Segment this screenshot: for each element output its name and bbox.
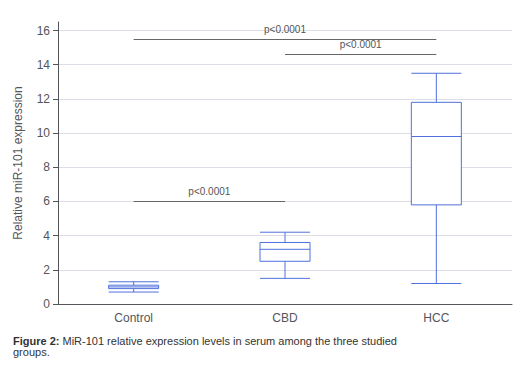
svg-text:p<0.0001: p<0.0001 (188, 186, 230, 197)
svg-text:16: 16 (37, 24, 51, 38)
svg-text:p<0.0001: p<0.0001 (340, 39, 382, 50)
svg-text:Figure 2:: Figure 2: (13, 334, 60, 347)
svg-text:p<0.0001: p<0.0001 (264, 24, 306, 35)
svg-text:Control: Control (114, 311, 153, 325)
svg-text:6: 6 (43, 194, 50, 208)
svg-text:10: 10 (37, 126, 51, 140)
svg-text:14: 14 (37, 58, 51, 72)
svg-text:Relative miR-101 expression: Relative miR-101 expression (11, 86, 25, 239)
svg-text:0: 0 (43, 297, 50, 311)
svg-text:8: 8 (43, 160, 50, 174)
svg-text:HCC: HCC (423, 311, 449, 325)
svg-text:MiR-101 relative expression le: MiR-101 relative expression levels in se… (59, 335, 400, 347)
svg-text:4: 4 (43, 229, 50, 243)
svg-text:groups.: groups. (13, 346, 50, 358)
svg-text:2: 2 (43, 263, 50, 277)
svg-text:12: 12 (37, 92, 51, 106)
svg-text:CBD: CBD (272, 311, 298, 325)
